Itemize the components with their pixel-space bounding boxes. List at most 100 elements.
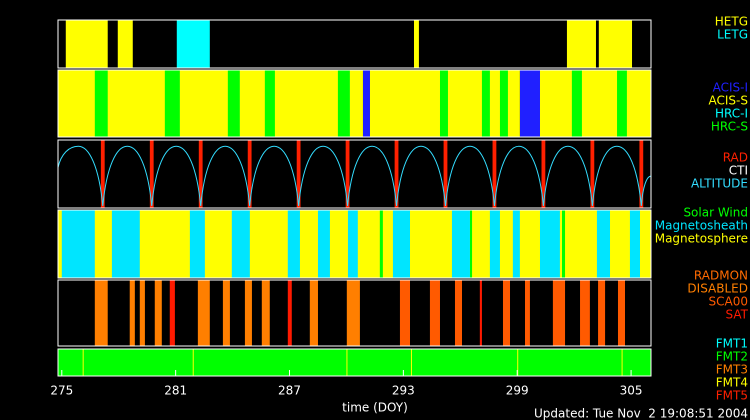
- state-band: [231, 210, 250, 278]
- state-band: [345, 140, 350, 208]
- legend-label: ALTITUDE: [691, 177, 748, 191]
- panel-frame: [57, 209, 652, 279]
- state-band: [296, 140, 301, 208]
- legend-label: ACIS-I: [713, 81, 748, 95]
- state-band: [346, 280, 360, 346]
- state-band: [117, 20, 133, 68]
- legend-label: Magnetosphere: [655, 232, 748, 246]
- state-band: [189, 210, 205, 278]
- state-band: [346, 349, 348, 376]
- state-band: [519, 70, 540, 137]
- state-band: [524, 280, 530, 346]
- legend-label: FMT4: [716, 376, 748, 390]
- panel-frame: [57, 139, 652, 209]
- state-band: [198, 140, 203, 208]
- state-band: [61, 210, 95, 278]
- state-band: [192, 349, 194, 376]
- legend-label: Solar Wind: [683, 206, 748, 220]
- state-band: [617, 280, 626, 346]
- state-band: [443, 140, 448, 208]
- state-band: [598, 20, 633, 68]
- state-band: [481, 70, 490, 137]
- state-band: [639, 140, 644, 208]
- state-band: [65, 20, 108, 68]
- state-band: [111, 210, 140, 278]
- state-band: [94, 280, 108, 346]
- state-band: [139, 280, 145, 346]
- state-band: [539, 210, 560, 278]
- state-band: [244, 280, 252, 346]
- state-band: [264, 70, 275, 137]
- legend-label: Magnetosheath: [655, 219, 748, 233]
- state-band: [621, 349, 623, 376]
- state-band: [287, 280, 292, 346]
- x-tick-label: 299: [506, 384, 529, 398]
- state-band: [287, 210, 300, 278]
- state-band: [469, 210, 473, 278]
- state-band: [489, 210, 500, 278]
- panel-background: [58, 20, 651, 68]
- state-band: [454, 280, 462, 346]
- state-band: [413, 20, 419, 68]
- state-band: [261, 280, 270, 346]
- state-band: [566, 20, 596, 68]
- state-band: [169, 280, 175, 346]
- state-band: [247, 140, 252, 208]
- state-band: [492, 140, 497, 208]
- legend-label: CTI: [729, 164, 748, 178]
- state-band: [512, 210, 520, 278]
- state-band: [394, 140, 399, 208]
- legend-label: ACIS-S: [709, 94, 748, 108]
- legend-label: FMT3: [716, 363, 748, 377]
- legend-label: SAT: [726, 308, 749, 322]
- state-band: [517, 349, 519, 376]
- state-band: [541, 140, 546, 208]
- state-band: [149, 140, 154, 208]
- state-band: [58, 70, 363, 137]
- x-tick-label: 287: [278, 384, 301, 398]
- x-tick-label: 275: [50, 384, 73, 398]
- state-band: [571, 70, 582, 137]
- state-band: [617, 70, 627, 137]
- x-tick-label: 305: [620, 384, 643, 398]
- legend-label: HRC-S: [711, 120, 748, 134]
- x-tick-label: 293: [392, 384, 415, 398]
- x-axis-label: time (DOY): [342, 401, 408, 415]
- legend-label: RAD: [723, 151, 748, 165]
- legend-label: FMT5: [716, 389, 748, 403]
- state-band: [129, 280, 135, 346]
- state-band: [58, 349, 651, 376]
- state-band: [317, 210, 330, 278]
- state-band: [176, 20, 210, 68]
- panel-frame: [57, 279, 652, 347]
- panel-frame: [57, 348, 652, 377]
- state-band: [590, 140, 595, 208]
- state-band: [154, 280, 162, 346]
- panel-frame: [57, 69, 652, 138]
- state-band: [502, 280, 511, 346]
- legend-label: FMT1: [716, 337, 748, 351]
- state-band: [629, 210, 640, 278]
- state-band: [479, 280, 482, 346]
- state-band: [227, 70, 240, 137]
- legend-label: LETG: [717, 28, 748, 42]
- legend-label: HRC-I: [715, 107, 748, 121]
- altitude-line: [57, 145, 652, 207]
- state-band: [100, 140, 105, 208]
- state-band: [82, 349, 84, 376]
- state-band: [598, 280, 606, 346]
- state-band: [439, 70, 448, 137]
- legend-label: SCA00: [709, 295, 748, 309]
- legend-label: HETG: [715, 15, 748, 29]
- state-band: [362, 70, 370, 137]
- state-band: [562, 210, 566, 278]
- legend-label: RADMON: [694, 269, 748, 283]
- state-band: [539, 70, 651, 137]
- state-band: [552, 280, 566, 346]
- state-band: [337, 70, 350, 137]
- state-band: [499, 70, 508, 137]
- state-band: [451, 210, 470, 278]
- state-band: [399, 280, 411, 346]
- state-band: [197, 280, 210, 346]
